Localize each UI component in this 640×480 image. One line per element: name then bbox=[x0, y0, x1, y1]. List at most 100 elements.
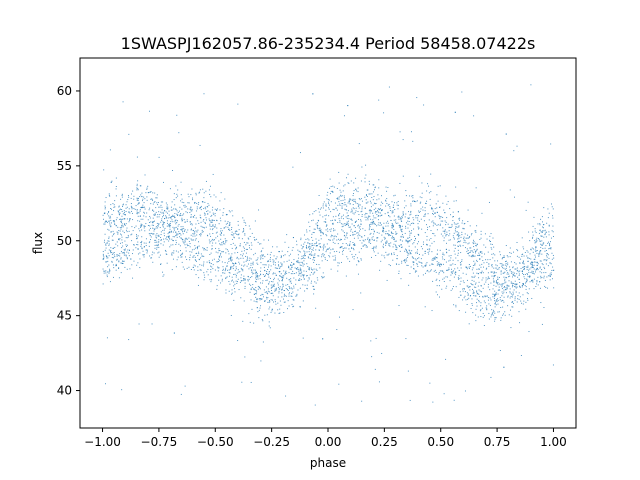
data-point bbox=[488, 263, 490, 265]
data-point bbox=[454, 223, 456, 225]
data-point bbox=[221, 251, 223, 253]
data-point bbox=[107, 213, 109, 215]
data-point bbox=[538, 239, 540, 241]
data-point bbox=[341, 229, 343, 231]
data-point bbox=[450, 214, 452, 216]
data-point bbox=[262, 341, 264, 343]
data-point bbox=[128, 208, 130, 210]
data-point bbox=[541, 235, 543, 237]
data-point bbox=[428, 271, 430, 273]
data-point bbox=[309, 243, 311, 245]
data-point bbox=[181, 198, 183, 200]
data-point bbox=[512, 302, 514, 304]
data-point bbox=[309, 226, 311, 228]
data-point bbox=[250, 288, 252, 290]
data-point bbox=[212, 173, 214, 175]
data-point bbox=[393, 204, 395, 206]
data-point bbox=[224, 220, 226, 222]
data-point bbox=[263, 239, 265, 241]
data-point bbox=[109, 222, 111, 224]
data-point bbox=[147, 224, 149, 226]
data-point bbox=[373, 247, 375, 249]
data-point bbox=[361, 236, 363, 238]
data-point bbox=[325, 221, 327, 223]
data-point bbox=[412, 200, 414, 202]
data-point bbox=[145, 216, 147, 218]
data-point bbox=[450, 226, 452, 228]
data-point bbox=[225, 292, 227, 294]
data-point bbox=[175, 223, 177, 225]
data-point bbox=[310, 246, 312, 248]
data-point bbox=[469, 251, 471, 253]
data-point bbox=[122, 225, 124, 227]
data-point bbox=[383, 227, 385, 229]
data-point bbox=[231, 227, 233, 229]
data-point bbox=[451, 288, 453, 290]
data-point bbox=[257, 288, 259, 290]
data-point bbox=[220, 192, 222, 194]
data-point bbox=[260, 262, 262, 264]
data-point bbox=[297, 269, 299, 271]
data-point bbox=[422, 243, 424, 245]
data-point bbox=[238, 271, 240, 273]
data-point bbox=[244, 282, 246, 284]
data-point bbox=[157, 227, 159, 229]
data-point bbox=[216, 227, 218, 229]
data-point bbox=[395, 222, 397, 224]
data-point bbox=[323, 247, 325, 249]
data-point bbox=[209, 242, 211, 244]
data-point bbox=[318, 264, 320, 266]
data-point bbox=[438, 214, 440, 216]
data-point bbox=[362, 245, 364, 247]
data-point bbox=[364, 216, 366, 218]
data-point bbox=[412, 257, 414, 259]
data-point bbox=[182, 241, 184, 243]
data-point bbox=[388, 234, 390, 236]
data-point bbox=[334, 257, 336, 259]
data-point bbox=[392, 235, 394, 237]
data-point bbox=[307, 242, 309, 244]
data-point bbox=[255, 269, 257, 271]
data-point bbox=[154, 247, 156, 249]
data-point bbox=[538, 253, 540, 255]
data-point bbox=[251, 269, 253, 271]
data-point bbox=[352, 198, 354, 200]
data-point bbox=[317, 228, 319, 230]
data-point bbox=[200, 206, 202, 208]
data-point bbox=[145, 192, 147, 194]
data-point bbox=[248, 268, 250, 270]
data-point bbox=[472, 290, 474, 292]
data-point bbox=[154, 214, 156, 216]
data-point bbox=[159, 214, 161, 216]
data-point bbox=[361, 400, 363, 402]
data-point bbox=[316, 277, 318, 279]
data-point bbox=[193, 255, 195, 257]
data-point bbox=[238, 289, 240, 291]
data-point bbox=[414, 246, 416, 248]
data-point bbox=[335, 207, 337, 209]
data-point bbox=[235, 266, 237, 268]
x-tick-label: −1.00 bbox=[84, 435, 121, 449]
data-point bbox=[504, 282, 506, 284]
data-point bbox=[121, 223, 123, 225]
data-point bbox=[225, 289, 227, 291]
data-point bbox=[108, 243, 110, 245]
data-point bbox=[499, 299, 501, 301]
data-point bbox=[325, 229, 327, 231]
data-point bbox=[326, 243, 328, 245]
data-point bbox=[249, 277, 251, 279]
data-point bbox=[140, 207, 142, 209]
data-point bbox=[325, 249, 327, 251]
data-point bbox=[348, 201, 350, 203]
data-point bbox=[495, 299, 497, 301]
data-point bbox=[481, 272, 482, 274]
data-point bbox=[332, 235, 334, 237]
data-point bbox=[230, 258, 232, 260]
data-point bbox=[155, 207, 157, 209]
data-point bbox=[545, 236, 547, 238]
data-point bbox=[241, 264, 243, 266]
data-point bbox=[262, 273, 264, 275]
data-point bbox=[491, 264, 493, 266]
data-point bbox=[374, 223, 376, 225]
data-point bbox=[170, 221, 172, 223]
